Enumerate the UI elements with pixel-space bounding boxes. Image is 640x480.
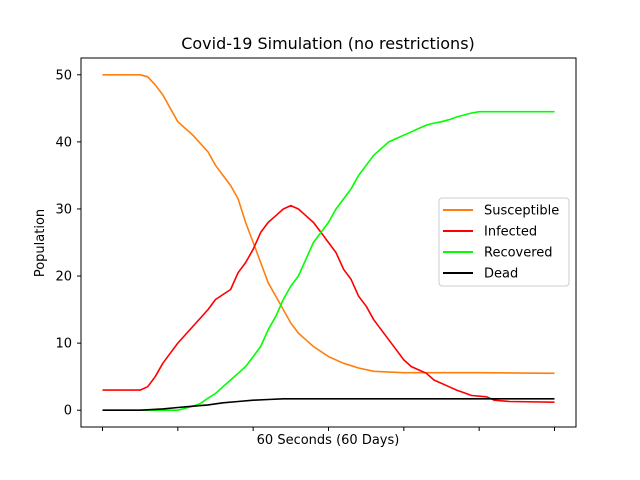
y-axis-label: Population <box>33 209 48 277</box>
axis-ticks: 0 10 20 30 40 50 <box>55 68 555 431</box>
series-line-infected <box>102 204 555 403</box>
plot-frame <box>80 57 577 428</box>
y-tick-label: 40 <box>55 135 72 150</box>
plot-lines <box>102 74 555 411</box>
series-line-dead <box>102 398 555 411</box>
legend-label-infected: Infected <box>484 225 537 240</box>
y-tick-label: 0 <box>64 404 72 419</box>
x-axis-label: 60 Seconds (60 Days) <box>257 433 400 448</box>
chart-title: Covid-19 Simulation (no restrictions) <box>181 34 475 53</box>
series-line-recovered <box>102 110 555 411</box>
y-tick-label: 30 <box>55 202 72 217</box>
y-tick-label: 20 <box>55 270 72 285</box>
legend-box <box>438 197 570 287</box>
legend-label-susceptible: Susceptible <box>484 204 559 219</box>
legend-label-dead: Dead <box>484 267 518 282</box>
series-line-susceptible <box>102 74 555 375</box>
y-tick-label: 50 <box>55 68 72 83</box>
legend: Susceptible Infected Recovered Dead <box>438 197 570 287</box>
y-tick-label: 10 <box>55 337 72 352</box>
legend-label-recovered: Recovered <box>484 246 553 261</box>
